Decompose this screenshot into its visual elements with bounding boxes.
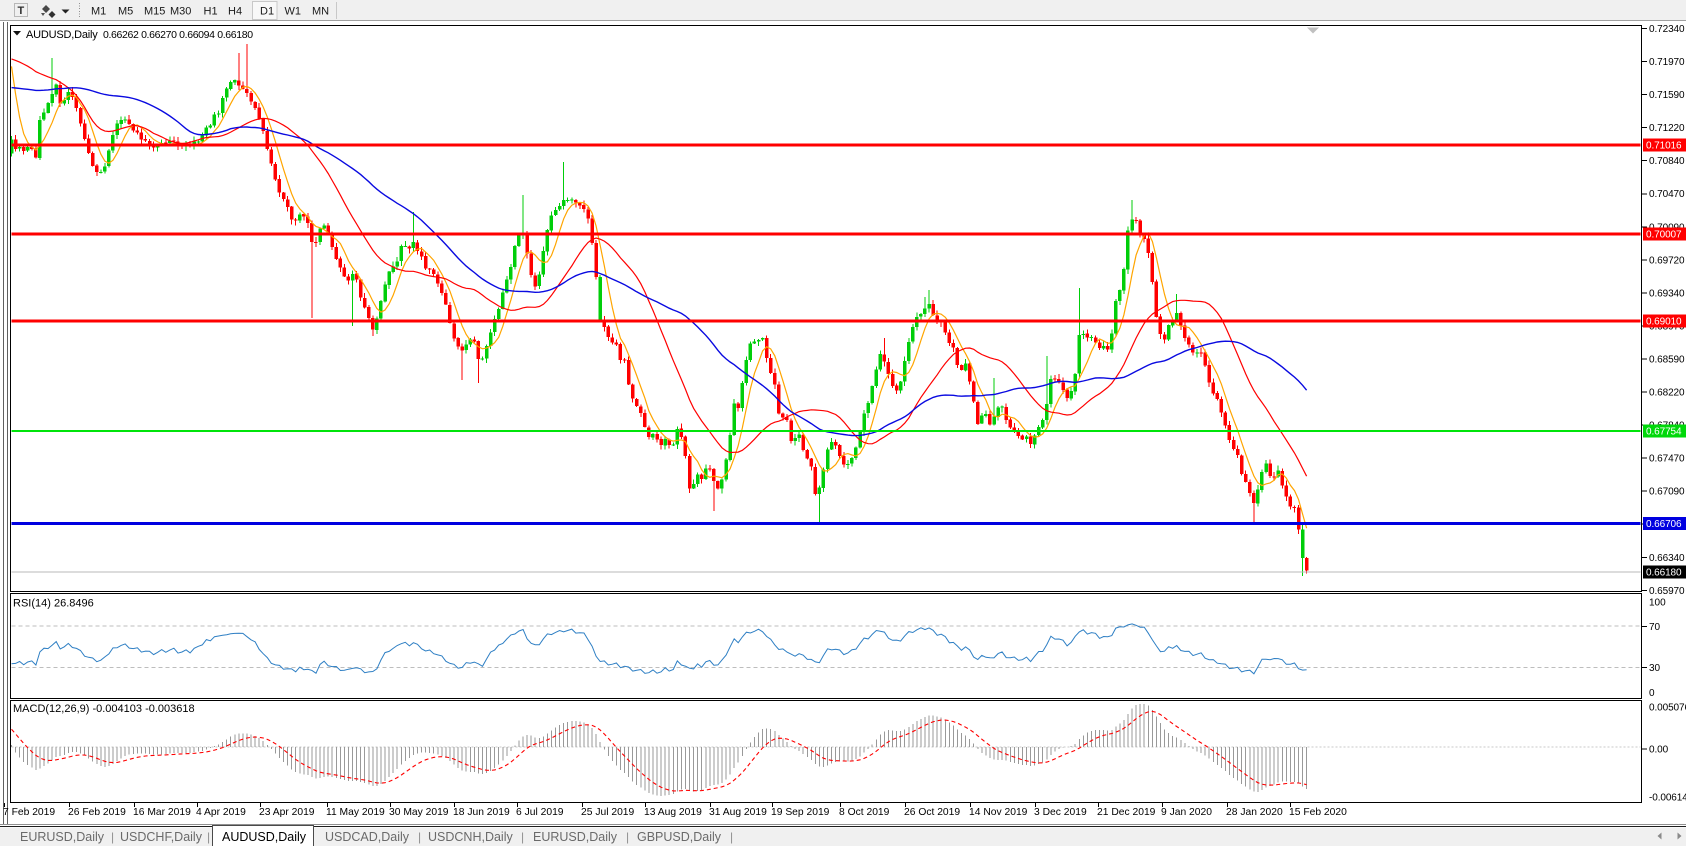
svg-text:M15: M15 <box>144 6 165 18</box>
svg-text:0.71016: 0.71016 <box>1646 141 1682 152</box>
svg-text:100: 100 <box>1649 598 1666 609</box>
svg-text:|: | <box>730 830 733 844</box>
svg-text:0: 0 <box>1649 688 1655 699</box>
svg-text:M5: M5 <box>118 6 133 18</box>
svg-text:0.71590: 0.71590 <box>1649 90 1685 101</box>
svg-text:3 Dec 2019: 3 Dec 2019 <box>1034 807 1087 818</box>
svg-text:MACD(12,26,9) -0.004103 -0.003: MACD(12,26,9) -0.004103 -0.003618 <box>13 703 195 715</box>
svg-text:|: | <box>207 830 210 844</box>
svg-text:D1: D1 <box>260 6 274 18</box>
svg-text:MN: MN <box>312 6 329 18</box>
svg-text:18 Jun 2019: 18 Jun 2019 <box>453 807 510 818</box>
svg-text:0.66340: 0.66340 <box>1649 553 1685 564</box>
svg-text:|: | <box>418 830 421 844</box>
svg-text:-0.006148: -0.006148 <box>1649 793 1686 804</box>
svg-text:0.66706: 0.66706 <box>1646 519 1682 530</box>
svg-text:0.69010: 0.69010 <box>1646 317 1682 328</box>
svg-text:USDCAD,Daily: USDCAD,Daily <box>325 830 410 844</box>
svg-text:AUDUSD,Daily: AUDUSD,Daily <box>222 830 307 844</box>
svg-text:6 Jul 2019: 6 Jul 2019 <box>516 807 564 818</box>
svg-text:23 Apr 2019: 23 Apr 2019 <box>259 807 315 818</box>
svg-text:28 Jan 2020: 28 Jan 2020 <box>1226 807 1283 818</box>
svg-text:|: | <box>626 830 629 844</box>
svg-text:M30: M30 <box>170 6 191 18</box>
svg-text:0.68590: 0.68590 <box>1649 355 1685 366</box>
svg-text:|: | <box>111 830 114 844</box>
svg-text:0.00: 0.00 <box>1649 745 1669 756</box>
svg-text:19 Sep 2019: 19 Sep 2019 <box>771 807 830 818</box>
svg-text:H1: H1 <box>204 6 218 18</box>
svg-text:USDCNH,Daily: USDCNH,Daily <box>428 830 513 844</box>
svg-text:0.66262 0.66270 0.66094 0.6618: 0.66262 0.66270 0.66094 0.66180 <box>103 29 253 41</box>
svg-text:0.005076: 0.005076 <box>1649 703 1686 714</box>
svg-text:0.72340: 0.72340 <box>1649 24 1685 35</box>
svg-text:USDCHF,Daily: USDCHF,Daily <box>120 830 203 844</box>
svg-text:0.65970: 0.65970 <box>1649 586 1685 597</box>
svg-text:9 Jan 2020: 9 Jan 2020 <box>1161 807 1212 818</box>
svg-text:EURUSD,Daily: EURUSD,Daily <box>20 830 105 844</box>
svg-text:15 Feb 2020: 15 Feb 2020 <box>1289 807 1347 818</box>
svg-text:0.70840: 0.70840 <box>1649 156 1685 167</box>
svg-text:0.71970: 0.71970 <box>1649 57 1685 68</box>
svg-text:14 Nov 2019: 14 Nov 2019 <box>969 807 1028 818</box>
svg-text:0.71220: 0.71220 <box>1649 123 1685 134</box>
svg-text:70: 70 <box>1649 622 1661 633</box>
svg-text:0.69340: 0.69340 <box>1649 288 1685 299</box>
svg-text:30: 30 <box>1649 663 1661 674</box>
svg-text:0.66180: 0.66180 <box>1646 568 1682 579</box>
svg-text:GBPUSD,Daily: GBPUSD,Daily <box>637 830 722 844</box>
svg-text:0.70470: 0.70470 <box>1649 189 1685 200</box>
svg-text:M1: M1 <box>91 6 106 18</box>
svg-text:21 Dec 2019: 21 Dec 2019 <box>1097 807 1156 818</box>
svg-text:AUDUSD,Daily: AUDUSD,Daily <box>26 29 98 41</box>
svg-text:0.67470: 0.67470 <box>1649 454 1685 465</box>
svg-text:0.68220: 0.68220 <box>1649 388 1685 399</box>
svg-text:16 Mar 2019: 16 Mar 2019 <box>133 807 191 818</box>
svg-text:W1: W1 <box>285 6 302 18</box>
svg-text:0.67754: 0.67754 <box>1646 427 1682 438</box>
svg-text:7 Feb 2019: 7 Feb 2019 <box>3 807 55 818</box>
svg-text:T: T <box>18 5 25 17</box>
svg-text:H4: H4 <box>228 6 242 18</box>
svg-text:0.70007: 0.70007 <box>1646 230 1682 241</box>
svg-text:11 May 2019: 11 May 2019 <box>326 807 385 818</box>
svg-text:|: | <box>521 830 524 844</box>
svg-text:31 Aug 2019: 31 Aug 2019 <box>709 807 767 818</box>
svg-text:0.69720: 0.69720 <box>1649 255 1685 266</box>
svg-text:0.67090: 0.67090 <box>1649 487 1685 498</box>
svg-text:30 May 2019: 30 May 2019 <box>389 807 449 818</box>
svg-text:25 Jul 2019: 25 Jul 2019 <box>581 807 635 818</box>
svg-text:EURUSD,Daily: EURUSD,Daily <box>533 830 618 844</box>
svg-text:8 Oct 2019: 8 Oct 2019 <box>839 807 890 818</box>
svg-text:RSI(14) 26.8496: RSI(14) 26.8496 <box>13 598 94 610</box>
svg-text:13 Aug 2019: 13 Aug 2019 <box>644 807 702 818</box>
svg-text:4 Apr 2019: 4 Apr 2019 <box>196 807 246 818</box>
svg-text:26 Feb 2019: 26 Feb 2019 <box>68 807 126 818</box>
svg-text:26 Oct 2019: 26 Oct 2019 <box>904 807 960 818</box>
